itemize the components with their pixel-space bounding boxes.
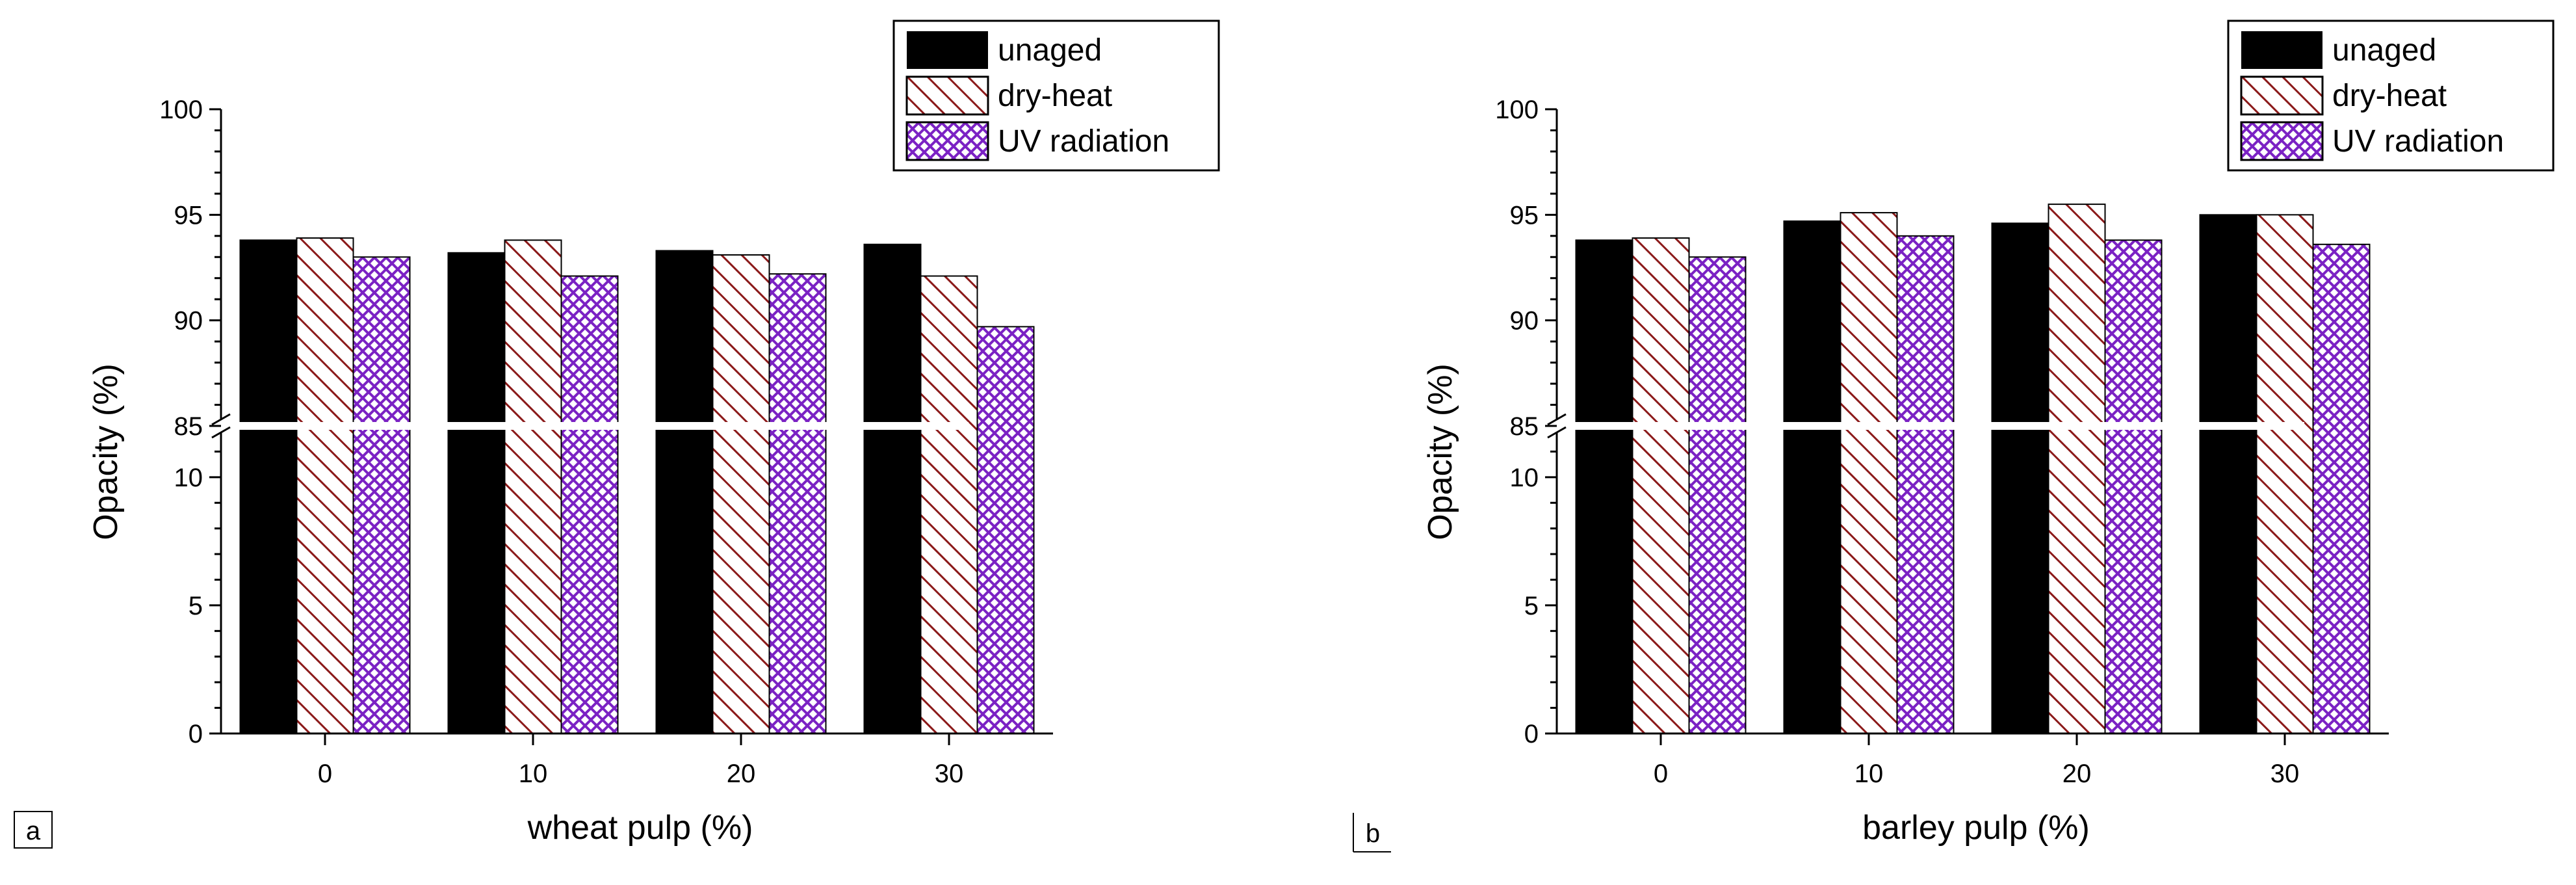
bar-a-dry-heat-30 <box>920 275 978 734</box>
y-tick-label-a: 10 <box>174 464 203 492</box>
panel-label-b: b <box>1353 813 1391 852</box>
legend-swatch-uv-b <box>2240 121 2324 161</box>
y-axis-break-mark-a <box>211 413 231 426</box>
legend-label-uv-b: UV radiation <box>2332 124 2504 159</box>
y-tick-label-a: 100 <box>159 96 203 124</box>
x-tick-label-a: 10 <box>519 760 548 788</box>
xlabel-b: barley pulp (%) <box>1862 809 2090 847</box>
y-tick-label-b: 5 <box>1524 592 1539 620</box>
bar-b-unaged-20 <box>1991 222 2049 734</box>
bar-a-unaged-20 <box>655 250 714 734</box>
legend-b: unaged dry-heat UV radiation <box>2227 20 2555 172</box>
panel-label-b-text: b <box>1366 819 1380 848</box>
legend-label-unaged-a: unaged <box>998 33 1102 68</box>
bar-a-unaged-0 <box>239 239 298 734</box>
xlabel-a: wheat pulp (%) <box>527 809 753 847</box>
x-tick-label-a: 30 <box>935 760 964 788</box>
chart-panel-a: 0 5 10 85 90 95 100 0 10 20 30 Opacity (%) wheat p… <box>14 20 1220 849</box>
ylabel-b: Opacity (%) <box>1422 363 1459 540</box>
x-tick-label-a: 20 <box>727 760 756 788</box>
x-tick-label-b: 10 <box>1854 760 1884 788</box>
bar-a-uv-30 <box>976 326 1035 734</box>
bar-b-uv-0 <box>1688 256 1747 734</box>
bar-a-dry-heat-0 <box>296 237 354 734</box>
chart-panel-b: 0 5 10 85 90 95 100 0 10 20 30 Opacity (%) barley … <box>1353 20 2555 852</box>
axes-a: 0 5 10 85 90 95 100 0 10 20 30 <box>159 96 1053 788</box>
bar-b-unaged-30 <box>2199 214 2257 735</box>
bar-b-dry-heat-10 <box>1840 212 1898 734</box>
x-tick-label-b: 20 <box>2062 760 2092 788</box>
bar-a-uv-0 <box>352 256 411 734</box>
panel-label-a-text: a <box>26 817 41 845</box>
legend-a: unaged dry-heat UV radiation <box>892 20 1220 172</box>
legend-swatch-dry-heat-b <box>2240 75 2324 116</box>
bar-b-uv-20 <box>2104 239 2163 734</box>
ylabel-a: Opacity (%) <box>87 363 125 540</box>
bar-b-unaged-0 <box>1575 239 1633 734</box>
bar-b-uv-30 <box>2312 243 2371 734</box>
y-tick-label-a: 5 <box>189 592 203 620</box>
legend-swatch-dry-heat-a <box>905 75 989 116</box>
x-tick-label-b: 0 <box>1654 760 1668 788</box>
x-tick-label-a: 0 <box>318 760 332 788</box>
y-tick-label-b: 100 <box>1495 96 1539 124</box>
y-axis-break-mark-b <box>1547 413 1567 426</box>
y-tick-label-b: 90 <box>1510 307 1539 336</box>
legend-label-unaged-b: unaged <box>2332 33 2436 68</box>
bar-a-uv-10 <box>560 275 619 734</box>
bar-b-dry-heat-20 <box>2048 204 2106 735</box>
legend-label-uv-a: UV radiation <box>998 124 1169 159</box>
bar-a-unaged-30 <box>863 243 922 734</box>
y-axis-break-mark-a <box>211 426 231 439</box>
legend-swatch-unaged-b <box>2241 31 2322 69</box>
legend-label-dry-heat-a: dry-heat <box>998 79 1112 113</box>
bar-group-b <box>1552 204 2371 735</box>
x-tick-label-b: 30 <box>2270 760 2300 788</box>
y-tick-label-b: 95 <box>1510 201 1539 230</box>
y-tick-label-b: 0 <box>1524 720 1539 748</box>
bar-a-uv-20 <box>768 273 827 734</box>
bar-b-dry-heat-30 <box>2256 214 2314 735</box>
bar-b-dry-heat-0 <box>1632 237 1690 734</box>
legend-swatch-uv-a <box>905 121 989 161</box>
panel-label-a: a <box>14 811 53 849</box>
y-tick-label-a: 95 <box>174 201 203 230</box>
bar-a-dry-heat-10 <box>504 239 562 734</box>
y-tick-label-a: 90 <box>174 307 203 336</box>
legend-label-dry-heat-b: dry-heat <box>2332 79 2447 113</box>
y-tick-label-a: 0 <box>189 720 203 748</box>
y-tick-label-b: 10 <box>1510 464 1539 492</box>
axes-b: 0 5 10 85 90 95 100 0 10 20 30 <box>1495 96 2389 788</box>
bar-b-uv-10 <box>1896 235 1955 734</box>
bar-b-unaged-10 <box>1783 220 1841 735</box>
legend-swatch-unaged-a <box>907 31 988 69</box>
y-tick-label-a: 85 <box>174 412 203 441</box>
y-tick-label-b: 85 <box>1510 412 1539 441</box>
bar-group-a <box>216 237 1035 735</box>
bar-a-dry-heat-20 <box>712 254 770 734</box>
bar-a-unaged-10 <box>447 252 506 735</box>
y-axis-break-mark-b <box>1547 426 1567 439</box>
